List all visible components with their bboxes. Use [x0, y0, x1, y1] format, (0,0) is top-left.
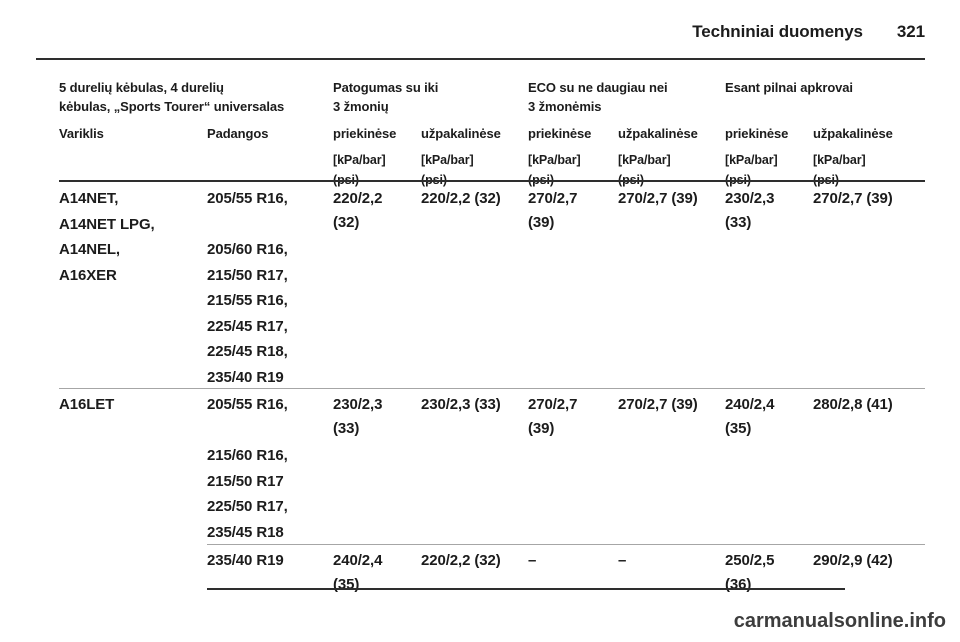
pressure-comfort-rear: 220/2,2 (32) [421, 552, 501, 569]
col-header-rear-comfort: užpakalinėse [421, 126, 501, 141]
header-divider [36, 58, 925, 60]
group-header-eco: ECO su ne daugiau nei 3 žmonėmis [528, 80, 668, 114]
pressure-eco-rear: 270/2,7 (39) [618, 190, 698, 207]
pressure-comfort-front: 230/2,3 (33) [333, 396, 383, 437]
pressure-comfort-front: 220/2,2 (32) [333, 190, 383, 231]
pressure-full-rear: 270/2,7 (39) [813, 190, 893, 207]
pressure-comfort-front: 240/2,4 (35) [333, 552, 383, 593]
col-header-rear-full: užpakalinėse [813, 126, 893, 141]
unit-label: [kPa/bar] (psi) [528, 153, 581, 187]
page-title: Techniniai duomenys [692, 22, 863, 41]
pressure-eco-front: – [528, 552, 537, 569]
pressure-eco-rear: 270/2,7 (39) [618, 396, 698, 413]
unit-label: [kPa/bar] (psi) [421, 153, 474, 187]
col-header-front-full: priekinėse [725, 126, 789, 141]
watermark-text: carmanualsonline.info [733, 610, 946, 632]
unit-label: [kPa/bar] (psi) [725, 153, 778, 187]
pressure-full-front: 240/2,4 (35) [725, 396, 775, 437]
engine-cell: A14NET, A14NET LPG, A14NEL, A16XER [59, 190, 155, 284]
unit-label: [kPa/bar] (psi) [333, 153, 386, 187]
table-bottom-divider [207, 588, 845, 590]
tyres-cell: 205/55 R16, 205/60 R16, 215/50 R17, 215/… [207, 190, 288, 386]
pressure-full-rear: 280/2,8 (41) [813, 396, 893, 413]
pressure-comfort-rear: 220/2,2 (32) [421, 190, 501, 207]
page-number: 321 [896, 22, 925, 41]
group-header-full-load: Esant pilnai apkrovai [725, 80, 853, 95]
col-header-engine: Variklis [59, 126, 104, 141]
pressure-eco-front: 270/2,7 (39) [528, 396, 578, 437]
pressure-full-front: 250/2,5 (36) [725, 552, 775, 593]
pressure-full-front: 230/2,3 (33) [725, 190, 775, 231]
col-header-rear-eco: užpakalinėse [618, 126, 698, 141]
row-divider [59, 388, 925, 389]
engine-cell: A16LET [59, 396, 115, 413]
unit-label: [kPa/bar] (psi) [813, 153, 866, 187]
col-header-front-comfort: priekinėse [333, 126, 397, 141]
pressure-eco-front: 270/2,7 (39) [528, 190, 578, 231]
col-header-front-eco: priekinėse [528, 126, 592, 141]
tyres-cell: 205/55 R16, 215/60 R16, 215/50 R17 225/5… [207, 396, 288, 541]
group-header-body: 5 durelių kėbulas, 4 durelių kėbulas, „S… [59, 80, 285, 114]
table-header-divider [59, 180, 925, 182]
unit-label: [kPa/bar] (psi) [618, 153, 671, 187]
page-header: Techniniai duomenys 321 [36, 22, 925, 42]
tyres-cell: 235/40 R19 [207, 552, 284, 569]
pressure-comfort-rear: 230/2,3 (33) [421, 396, 501, 413]
pressure-full-rear: 290/2,9 (42) [813, 552, 893, 569]
col-header-tyres: Padangos [207, 126, 269, 141]
sub-row-divider [207, 544, 925, 545]
pressure-eco-rear: – [618, 552, 627, 569]
group-header-comfort: Patogumas su iki 3 žmonių [333, 80, 439, 114]
